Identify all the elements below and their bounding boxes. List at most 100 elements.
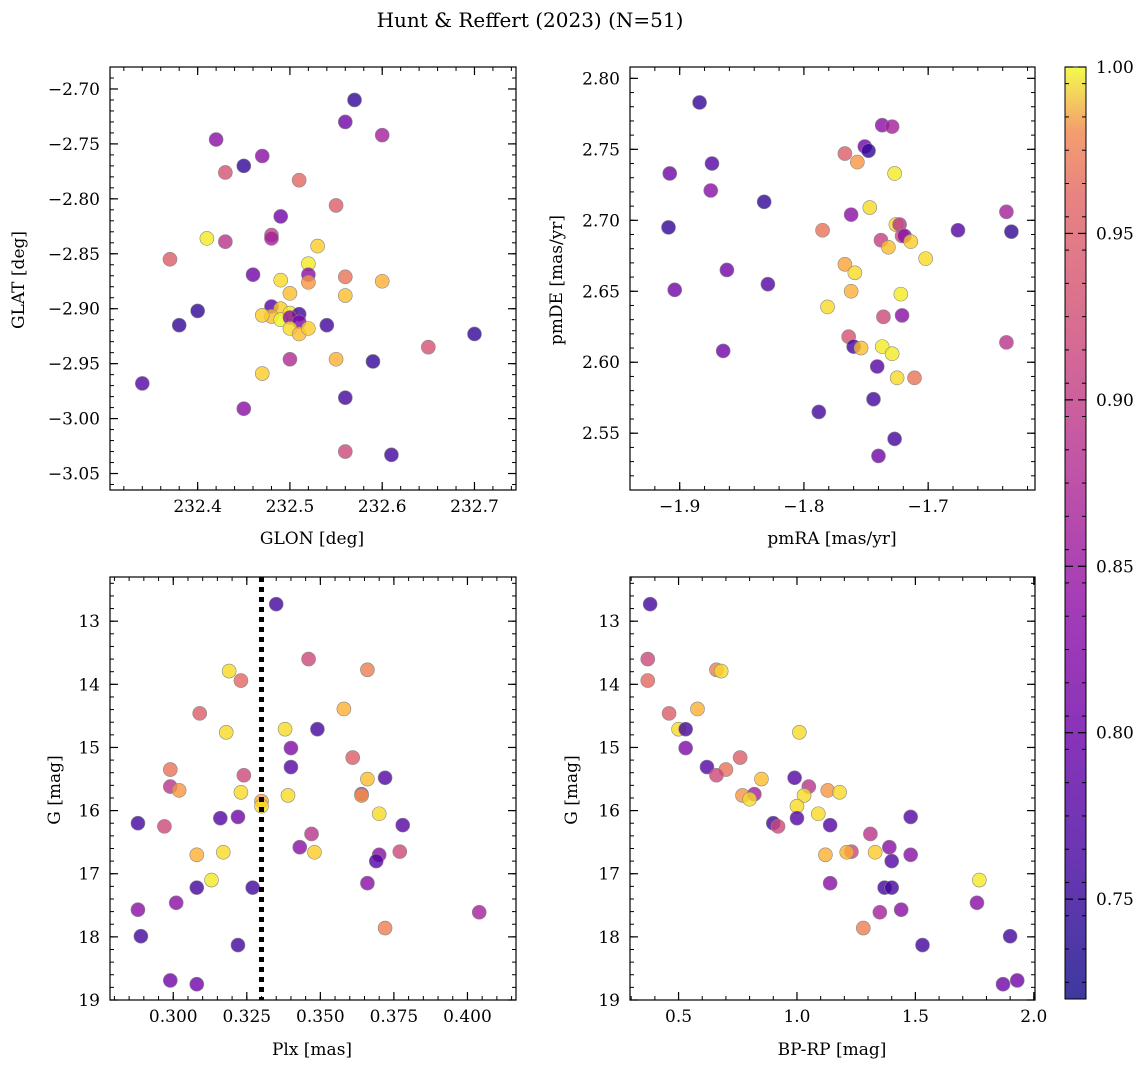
data-point xyxy=(157,819,172,834)
x-tick-label: −1.7 xyxy=(908,497,949,517)
data-point xyxy=(1002,928,1018,944)
panel-glon-glat: GLON [deg] GLAT [deg] 232.4 232.5 232.6 232… xyxy=(9,66,517,549)
y-tick-label: 19 xyxy=(78,991,100,1011)
data-point xyxy=(760,276,776,292)
figure-title: Hunt & Reffert (2023) (N=51) xyxy=(377,8,684,32)
y-tick-label: 2.60 xyxy=(582,353,620,373)
data-point xyxy=(283,759,299,775)
data-point xyxy=(133,928,149,944)
data-point xyxy=(360,771,375,787)
data-point xyxy=(277,721,293,737)
y-tick-label: 19 xyxy=(598,991,620,1011)
data-point xyxy=(337,444,353,459)
data-point xyxy=(1004,224,1019,239)
data-point xyxy=(903,847,918,863)
x-axis-label: BP-RP [mag] xyxy=(778,1040,887,1060)
data-point xyxy=(291,172,307,188)
axes-frame xyxy=(109,576,517,1001)
data-point xyxy=(254,308,270,323)
data-point xyxy=(374,273,390,289)
data-point xyxy=(640,673,656,688)
data-point xyxy=(678,721,693,737)
data-point xyxy=(337,269,353,285)
y-tick-label: −3.05 xyxy=(48,465,100,485)
data-point xyxy=(915,937,930,953)
data-point xyxy=(887,166,902,181)
x-tick-label: −1.8 xyxy=(783,497,824,517)
data-point xyxy=(995,976,1011,992)
colorbar-tick-label: 0.75 xyxy=(1096,890,1134,910)
y-tick-label: 2.75 xyxy=(582,140,620,160)
y-tick-label: 18 xyxy=(78,928,100,948)
y-tick-label: 15 xyxy=(598,738,620,758)
data-point xyxy=(292,839,308,855)
data-point xyxy=(354,788,369,803)
data-point xyxy=(130,815,146,831)
data-point xyxy=(690,701,705,717)
data-point xyxy=(233,673,249,688)
data-point xyxy=(837,257,853,272)
data-point xyxy=(999,335,1014,350)
x-axis-label: Plx [mas] xyxy=(272,1040,352,1060)
data-point xyxy=(787,770,802,786)
data-point xyxy=(190,303,205,319)
data-point xyxy=(640,651,656,667)
data-point xyxy=(233,784,249,800)
data-point xyxy=(950,222,966,238)
data-point xyxy=(254,148,270,164)
x-axis-label: pmRA [mas/yr] xyxy=(767,529,896,549)
y-tick-label: 15 xyxy=(78,738,100,758)
data-point xyxy=(189,847,205,863)
data-point xyxy=(245,880,260,895)
data-point xyxy=(467,326,482,342)
data-point xyxy=(843,283,859,299)
data-point xyxy=(471,904,487,920)
data-point xyxy=(236,158,252,174)
data-point xyxy=(307,844,322,860)
data-point xyxy=(642,596,658,612)
y-tick-label: −2.70 xyxy=(48,80,100,100)
data-point xyxy=(770,819,786,834)
data-point xyxy=(903,809,918,825)
data-point xyxy=(204,872,219,888)
y-tick-label: −2.80 xyxy=(48,190,100,210)
data-point xyxy=(377,770,393,786)
data-point xyxy=(283,740,299,756)
data-point xyxy=(371,806,387,822)
data-point xyxy=(855,920,871,936)
data-point xyxy=(282,351,298,367)
data-point xyxy=(189,976,205,992)
data-point xyxy=(392,844,408,859)
data-point xyxy=(365,354,381,369)
y-tick-label: −2.90 xyxy=(48,300,100,320)
data-point xyxy=(282,286,298,301)
x-tick-label: 1.0 xyxy=(783,1007,810,1027)
data-point xyxy=(810,806,826,822)
data-point xyxy=(866,391,881,407)
data-point xyxy=(742,791,757,807)
data-point xyxy=(199,231,215,246)
data-point xyxy=(667,282,683,298)
data-point xyxy=(756,194,772,210)
data-point xyxy=(818,847,833,863)
data-point xyxy=(703,183,719,198)
data-point xyxy=(862,200,878,215)
data-point xyxy=(218,725,234,740)
colorbar-tick-label: 0.85 xyxy=(1096,557,1134,577)
data-point xyxy=(704,156,720,171)
panel-plx-g: Plx [mas] G [mag] 0.300 0.325 0.350 0.375 0.… xyxy=(45,576,517,1060)
data-point xyxy=(328,198,344,213)
x-tick-label: 0.325 xyxy=(222,1007,271,1027)
data-point xyxy=(874,339,890,354)
data-point xyxy=(884,853,900,869)
colorbar-tick-label: 1.00 xyxy=(1096,58,1134,78)
data-point xyxy=(863,826,878,842)
data-point xyxy=(969,895,985,911)
data-point xyxy=(328,351,344,367)
data-point xyxy=(822,875,838,891)
data-point xyxy=(310,721,325,737)
colorbar-gradient xyxy=(1064,66,1087,1000)
data-point xyxy=(893,902,909,918)
data-point xyxy=(208,132,224,147)
